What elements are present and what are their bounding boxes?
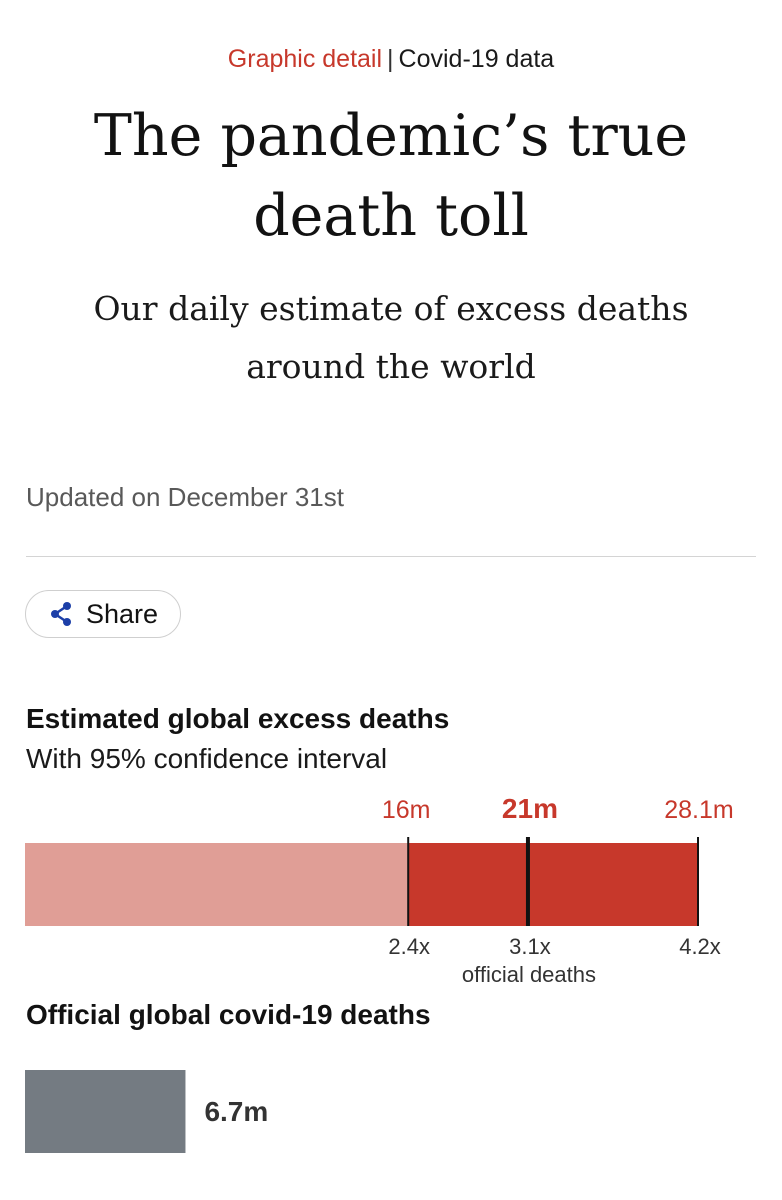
bar-below-lower-bound	[25, 843, 409, 926]
share-icon	[51, 602, 71, 626]
section-link[interactable]: Graphic detail	[227, 45, 383, 73]
page-title: The pandemic’s true death toll	[93, 103, 689, 249]
official-chart-title: Official global covid-19 deaths	[26, 999, 431, 1030]
topic-link[interactable]: Covid-19 data	[398, 45, 555, 73]
label-multiple-caption: official deaths	[462, 962, 596, 987]
label-estimate-value: 21m	[502, 793, 558, 824]
excess-chart-subtitle: With 95% confidence interval	[26, 743, 388, 774]
kicker: Graphic detail | Covid-19 data	[0, 44, 782, 74]
bar-confidence-interval	[408, 843, 698, 926]
label-lower-multiple: 2.4x	[388, 934, 430, 959]
kicker-separator: |	[387, 45, 394, 73]
bar-official-deaths	[25, 1070, 186, 1153]
official-deaths-chart: 6.7m	[25, 1070, 268, 1153]
excess-chart-title: Estimated global excess deaths	[26, 703, 450, 734]
share-label: Share	[86, 598, 159, 629]
page-subtitle: Our daily estimate of excess deaths arou…	[93, 289, 689, 386]
updated-date: Updated on December 31st	[26, 482, 344, 512]
share-button[interactable]: Share	[25, 590, 181, 638]
label-lower-value: 16m	[382, 796, 431, 824]
label-estimate-multiple: 3.1x	[509, 934, 551, 959]
divider	[26, 556, 756, 557]
label-upper-value: 28.1m	[664, 796, 733, 824]
excess-deaths-chart: 16m 21m 28.1m 2.4x 3.1x 4.2x official deaths	[25, 793, 734, 987]
label-official-value: 6.7m	[204, 1096, 268, 1127]
label-upper-multiple: 4.2x	[679, 934, 721, 959]
